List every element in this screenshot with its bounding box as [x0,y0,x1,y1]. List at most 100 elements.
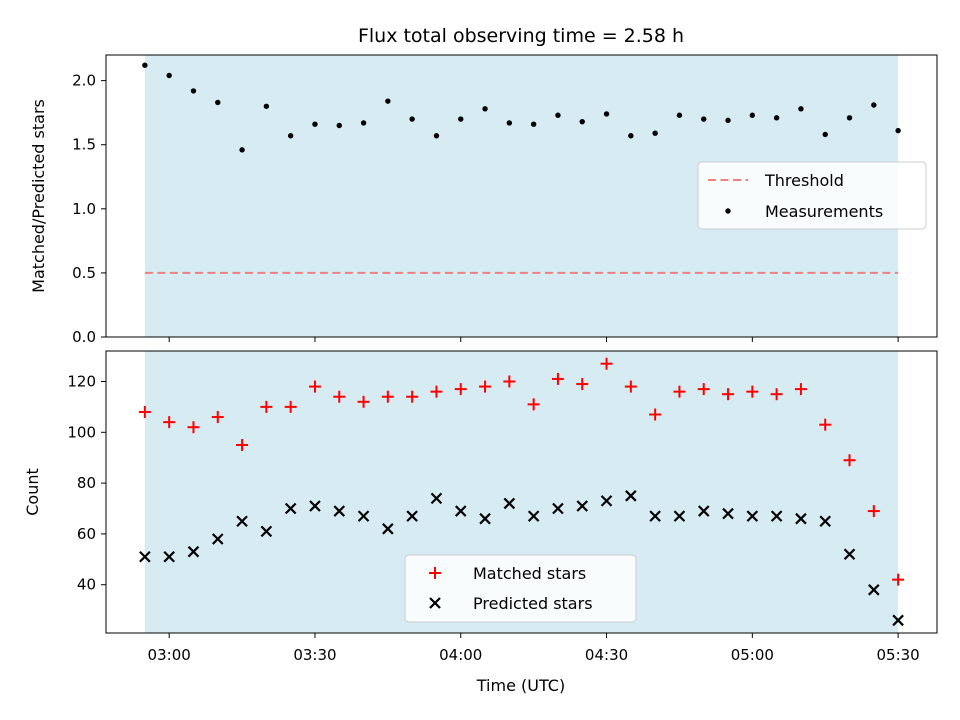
matched-star-point [308,380,321,393]
matched-star-point [260,400,273,413]
measurement-point [798,106,804,112]
count-x-tick-label: 03:30 [293,646,336,664]
measurement-point [433,133,440,139]
predicted-star-point [892,614,904,627]
ratio-y-axis-label: Matched/Predicted stars [29,99,48,293]
measurement-point [676,112,683,118]
predicted-star-point [576,500,589,512]
predicted-star-point [187,545,200,558]
count-y-axis-label: Count [23,468,42,516]
predicted-star-point [503,497,516,510]
predicted-star-point [795,512,807,525]
measurement-point [895,127,901,134]
legend-predicted-swatch [429,597,441,609]
matched-star-point [479,380,492,393]
measurement-point [239,147,245,153]
predicted-star-point [139,551,151,563]
legend-threshold-label: Threshold [764,171,844,190]
matched-star-point [454,383,467,396]
predicted-star-point [236,515,248,527]
predicted-star-point [868,584,880,596]
ratio-y-tick-label: 1.5 [72,136,96,154]
ratio-y-tick-label: 0.5 [72,264,96,282]
predicted-star-point [552,502,564,515]
measurement-point [215,99,221,106]
matched-star-point [843,454,856,467]
matched-star-point [819,418,832,431]
measurement-point [287,133,294,139]
ratio-legend: Threshold Measurements [697,161,927,230]
measurement-point [482,106,488,112]
measurement-point [749,112,756,118]
x-axis-label: Time (UTC) [476,676,565,695]
measurement-point [385,98,391,104]
measurement-point [555,112,561,118]
measurement-point [190,88,197,94]
matched-star-point [746,385,759,398]
matched-star-point [163,416,176,429]
count-y-tick-label: 40 [77,576,96,594]
measurement-point [652,130,658,136]
measurement-point [773,115,780,121]
matched-star-point [211,411,224,424]
predicted-star-point [333,505,346,517]
predicted-star-point [697,505,710,517]
measurement-point [871,102,877,108]
ratio-y-tick-label: 1.0 [72,200,96,218]
measurement-point [142,62,148,68]
matched-star-point [381,390,394,403]
matched-star-point [722,388,735,401]
ratio-y-tick-label: 2.0 [72,72,96,90]
predicted-star-point [284,502,297,515]
matched-star-point [236,439,249,451]
measurement-point [458,116,464,122]
matched-star-point [867,505,880,518]
matched-star-point [406,390,419,403]
measurement-point [166,72,172,79]
measurement-point [263,103,270,109]
measurement-point [312,121,318,127]
predicted-star-point [211,533,224,545]
count-x-tick-label: 05:00 [731,646,774,664]
matched-star-point [187,421,200,434]
matched-star-point [770,388,783,401]
predicted-star-point [479,512,491,525]
count-x-tick-label: 04:00 [439,646,482,664]
predicted-star-point [722,507,734,520]
predicted-star-point [406,510,418,522]
count-y-tick-label: 80 [77,474,96,492]
measurement-point [409,116,415,122]
predicted-star-point [382,523,394,535]
predicted-star-point [746,510,759,522]
count-x-tick-label: 05:30 [877,646,920,664]
measurement-point [506,120,513,126]
measurement-point [530,121,537,127]
matched-star-point [624,380,637,393]
matched-star-point [697,383,710,396]
measurement-point [336,122,342,129]
predicted-star-point [770,510,783,522]
predicted-star-point [843,548,856,561]
matched-star-point [673,385,686,398]
measurement-point [628,133,634,139]
count-x-tick-label: 03:00 [148,646,191,664]
ratio-plot-frame [105,54,938,338]
matched-star-point [527,398,540,411]
predicted-star-point [309,500,321,512]
legend-predicted-label: Predicted stars [473,594,593,613]
count-x-tick-label: 04:30 [585,646,628,664]
legend-measurements-swatch [725,208,731,214]
measurement-point [579,118,585,125]
measurement-point [725,117,731,124]
predicted-star-point [819,515,832,527]
matched-star-point [600,357,613,370]
predicted-star-point [600,495,613,507]
measurement-point [360,120,367,126]
matched-star-point [138,405,151,418]
count-plot-frame [105,350,938,634]
matched-star-point [430,385,443,398]
matched-star-point [892,573,905,586]
measurement-point [603,111,610,117]
matched-star-point [284,400,297,413]
legend-measurements-label: Measurements [765,202,883,221]
